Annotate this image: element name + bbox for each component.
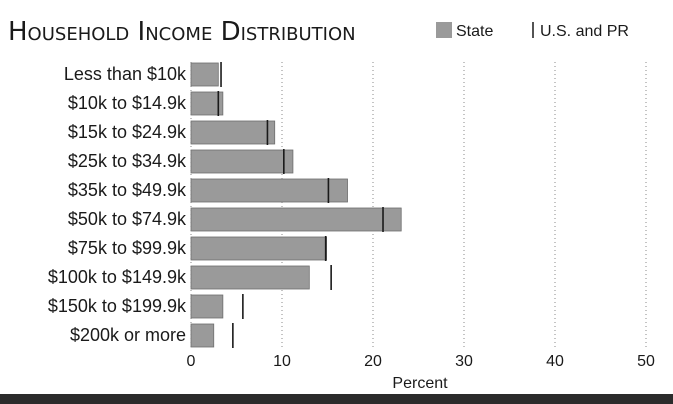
legend-label-us-pr: U.S. and PR [540,23,629,40]
x-tick-label: 0 [187,353,196,370]
category-label: $75k to $99.9k [68,238,187,258]
legend-swatch-state [436,22,452,38]
category-label: Less than $10k [64,64,187,84]
x-tick-label: 20 [364,353,382,370]
bars [190,62,402,348]
bar-state [190,149,294,174]
category-label: $200k or more [70,325,186,345]
bar-state [190,91,224,116]
bar-state [190,62,219,87]
bar-state [190,120,276,145]
category-label: $50k to $74.9k [68,209,187,229]
bottom-border-band [0,394,673,404]
bar-state [190,265,310,290]
category-label: $35k to $49.9k [68,180,187,200]
legend-label-state: State [456,23,493,40]
x-tick-labels: 0 10 20 30 40 50 [187,353,655,370]
chart-title: Household Income Distribution [8,17,356,47]
bar-state [190,178,348,203]
category-label: $15k to $24.9k [68,122,187,142]
legend: State U.S. and PR [436,22,629,40]
bar-state [190,323,215,348]
category-label: $25k to $34.9k [68,151,187,171]
category-label: $100k to $149.9k [48,267,187,287]
bar-state [190,294,224,319]
category-labels: Less than $10k $10k to $14.9k $15k to $24.… [48,64,187,345]
x-axis-label: Percent [392,375,448,392]
bar-state [190,236,327,261]
category-label: $10k to $14.9k [68,93,187,113]
gridlines [190,62,647,348]
x-tick-label: 30 [455,353,473,370]
category-label: $150k to $199.9k [48,296,187,316]
x-tick-label: 40 [546,353,564,370]
x-tick-label: 50 [637,353,655,370]
comparison-ticks [217,62,384,348]
x-tick-label: 10 [273,353,291,370]
bar-state [190,207,402,232]
